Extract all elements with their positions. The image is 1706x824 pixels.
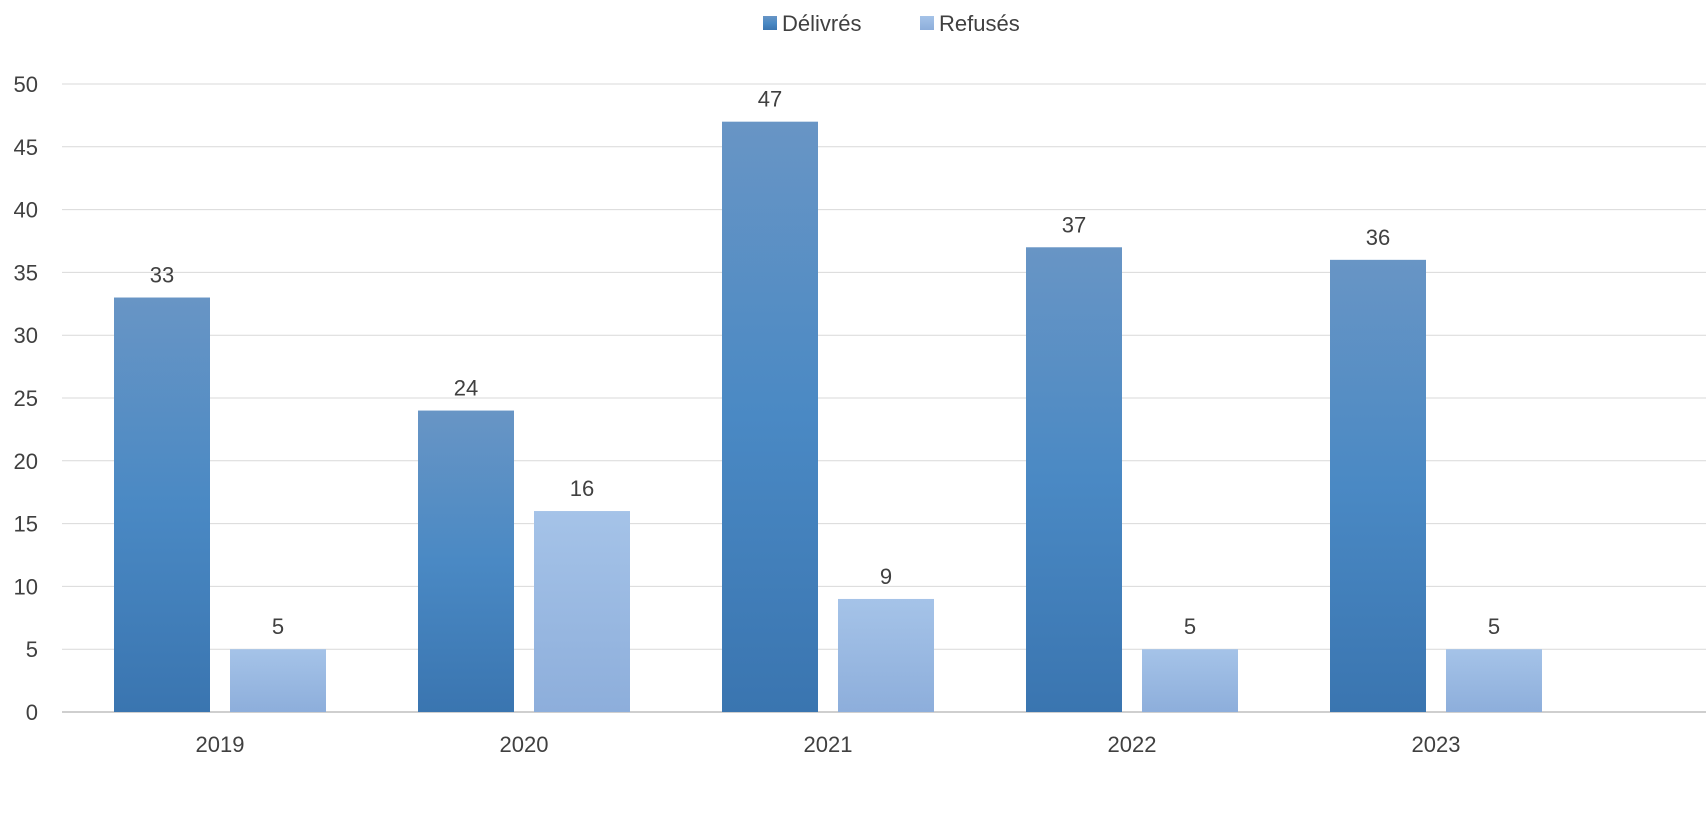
y-tick-label: 45 [14, 135, 38, 160]
legend: Délivrés Refusés [763, 11, 1020, 36]
bar-d-livr-s-2020 [418, 410, 514, 712]
y-tick-label: 0 [26, 700, 38, 725]
data-label: 5 [1184, 614, 1196, 639]
bar-refus-s-2020 [534, 511, 630, 712]
y-tick-label: 5 [26, 637, 38, 662]
x-axis-tick-labels: 2019 2020 2021 2022 2023 [196, 732, 1461, 757]
y-tick-label: 30 [14, 323, 38, 348]
bars [114, 121, 1542, 713]
y-tick-label: 25 [14, 386, 38, 411]
data-label: 33 [150, 263, 174, 288]
x-tick-label: 2021 [804, 732, 853, 757]
y-axis-tick-labels: 0 5 10 15 20 25 30 35 40 45 50 [14, 72, 38, 725]
bar-d-livr-s-2021 [722, 121, 818, 713]
data-label: 5 [272, 614, 284, 639]
data-label: 9 [880, 564, 892, 589]
y-tick-label: 20 [14, 449, 38, 474]
y-tick-label: 15 [14, 512, 38, 537]
x-tick-label: 2022 [1108, 732, 1157, 757]
y-tick-label: 35 [14, 260, 38, 285]
x-tick-label: 2023 [1412, 732, 1461, 757]
bar-refus-s-2019 [230, 649, 326, 712]
data-label: 37 [1062, 212, 1086, 237]
data-label: 24 [454, 376, 478, 401]
legend-label: Délivrés [782, 11, 861, 36]
y-tick-label: 50 [14, 72, 38, 97]
legend-item-d-livr-s: Délivrés [763, 11, 861, 36]
y-tick-label: 10 [14, 574, 38, 599]
legend-label: Refusés [939, 11, 1020, 36]
legend-swatch [920, 16, 934, 30]
data-label: 5 [1488, 614, 1500, 639]
legend-swatch [763, 16, 777, 30]
y-tick-label: 40 [14, 198, 38, 223]
bar-d-livr-s-2023 [1330, 259, 1426, 712]
data-label: 47 [758, 87, 782, 112]
legend-item-refus-s: Refusés [920, 11, 1020, 36]
bar-refus-s-2023 [1446, 649, 1542, 712]
data-label: 36 [1366, 225, 1390, 250]
bar-refus-s-2021 [838, 598, 934, 712]
bar-d-livr-s-2022 [1026, 247, 1122, 712]
data-labels: 33 5 24 16 47 9 37 5 36 5 [150, 87, 1500, 640]
x-tick-label: 2019 [196, 732, 245, 757]
x-tick-label: 2020 [500, 732, 549, 757]
data-label: 16 [570, 476, 594, 501]
bar-refus-s-2022 [1142, 649, 1238, 712]
bar-d-livr-s-2019 [114, 297, 210, 712]
gridlines [62, 83, 1706, 713]
